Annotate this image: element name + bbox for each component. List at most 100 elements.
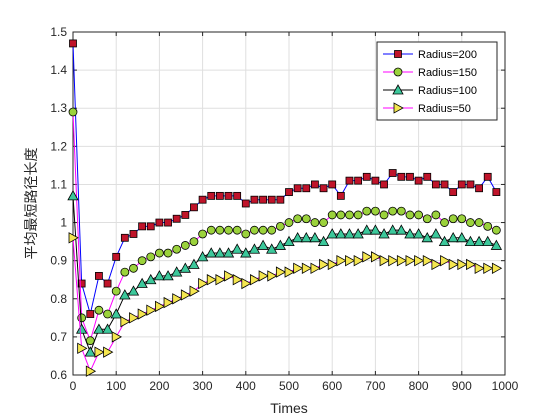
data-point (68, 107, 78, 117)
data-point (326, 228, 338, 239)
data-point (155, 218, 164, 227)
data-point (172, 244, 182, 254)
data-point (302, 184, 311, 193)
data-point (179, 262, 191, 273)
data-point (112, 252, 121, 261)
data-point (206, 225, 216, 235)
data-point (163, 296, 174, 309)
series-radius-100 (67, 190, 503, 357)
legend-marker (394, 50, 402, 58)
data-point (345, 254, 356, 267)
data-point (120, 233, 129, 242)
data-point (240, 247, 252, 258)
data-point (103, 346, 114, 358)
data-point (231, 243, 243, 254)
data-point (190, 203, 198, 212)
data-point (423, 172, 432, 181)
data-point (241, 277, 252, 290)
data-point (328, 180, 337, 189)
data-point (362, 206, 372, 216)
data-point (293, 262, 304, 274)
data-point (457, 180, 466, 189)
data-point (319, 258, 330, 271)
y-tick-label: 0.7 (50, 330, 67, 344)
data-point (449, 188, 458, 196)
data-point (475, 184, 483, 193)
data-point (111, 331, 123, 343)
data-point (430, 228, 442, 239)
data-point (119, 289, 131, 300)
data-point (311, 180, 319, 189)
data-point (258, 225, 268, 235)
data-point (162, 270, 174, 281)
data-point (198, 277, 209, 290)
data-point (75, 323, 88, 334)
data-point (95, 272, 103, 280)
x-tick-label: 100 (106, 379, 126, 393)
data-point (129, 230, 138, 238)
data-point (285, 188, 293, 196)
data-point (491, 225, 501, 235)
data-point (145, 273, 157, 285)
data-point (319, 218, 328, 227)
data-point (266, 243, 278, 254)
data-point (93, 323, 105, 334)
data-point (154, 248, 164, 258)
data-point (137, 308, 148, 320)
x-tick-label: 500 (279, 379, 299, 393)
data-point (84, 346, 96, 357)
x-axis-title: Times (270, 400, 308, 416)
series-radius-200 (69, 39, 501, 318)
data-point (215, 274, 226, 286)
data-point (120, 267, 130, 277)
data-point (414, 176, 423, 185)
data-point (189, 285, 200, 297)
data-point (300, 231, 312, 243)
x-tick-label: 200 (149, 379, 169, 393)
data-point (491, 262, 503, 274)
data-point (422, 214, 432, 224)
data-point (422, 254, 434, 267)
data-point (77, 279, 86, 288)
legend-item: Radius=50 (383, 102, 471, 115)
data-point (275, 266, 287, 278)
data-point (327, 258, 339, 271)
data-point (440, 218, 449, 227)
data-point (317, 235, 330, 247)
data-point (171, 266, 183, 277)
y-tick-label: 1.2 (50, 139, 67, 153)
data-point (370, 206, 380, 216)
data-point (490, 239, 503, 250)
data-point (396, 254, 408, 267)
data-point (215, 225, 225, 235)
data-point (77, 342, 88, 355)
data-point (336, 210, 346, 220)
data-point (224, 225, 233, 235)
data-point (438, 235, 451, 247)
data-point (103, 279, 112, 288)
data-point (336, 191, 345, 200)
data-point (335, 228, 347, 239)
data-point (180, 241, 190, 250)
data-point (224, 191, 233, 200)
data-point (110, 308, 122, 319)
data-point (274, 239, 287, 250)
data-point (172, 293, 183, 305)
data-point (370, 251, 382, 263)
legend-marker (392, 84, 404, 95)
data-point (233, 191, 242, 200)
data-point (241, 199, 250, 208)
data-point (207, 191, 216, 200)
data-point (67, 190, 79, 201)
data-point (154, 300, 166, 313)
data-point (483, 262, 494, 274)
data-point (164, 218, 172, 227)
data-point (276, 195, 285, 204)
legend-label: Radius=150 (418, 67, 477, 79)
data-point (283, 235, 295, 247)
data-point (380, 180, 388, 189)
data-point (146, 222, 155, 231)
data-point (310, 262, 321, 274)
x-tick-label: 0 (70, 379, 77, 393)
y-tick-label: 0.8 (50, 292, 67, 306)
